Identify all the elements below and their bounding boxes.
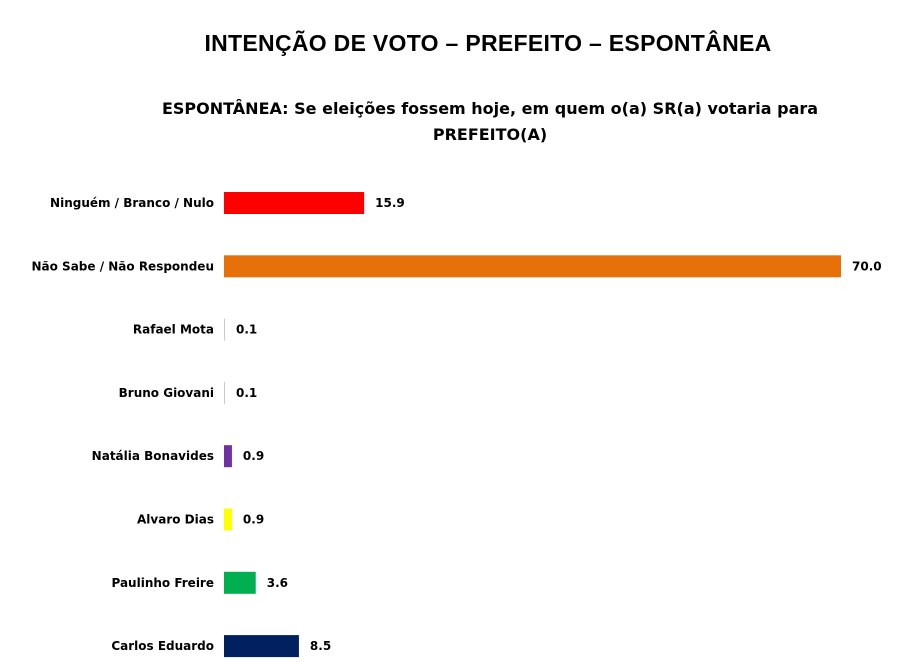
value-label: 0.1 (236, 386, 257, 400)
bar (224, 192, 365, 214)
value-label: 70.0 (852, 259, 882, 273)
value-label: 3.6 (267, 576, 288, 590)
bar (224, 318, 225, 341)
value-label: 15.9 (375, 196, 405, 210)
category-label: Natália Bonavides (92, 449, 214, 463)
category-label: Rafael Mota (133, 323, 214, 337)
bar (224, 571, 256, 594)
category-label: Carlos Eduardo (111, 639, 214, 653)
value-label: 8.5 (310, 639, 331, 653)
bar (224, 635, 299, 658)
category-label: Não Sabe / Não Respondeu (31, 259, 214, 273)
value-label: 0.9 (243, 513, 264, 527)
category-label: Paulinho Freire (111, 576, 214, 590)
bar (224, 255, 841, 278)
category-label: Alvaro Dias (137, 513, 214, 527)
value-label: 0.1 (236, 323, 257, 337)
chart-subtitle: ESPONTÂNEA: Se eleições fossem hoje, em … (161, 99, 819, 144)
bar (224, 381, 225, 404)
value-label: 0.9 (243, 449, 264, 463)
category-label: Bruno Giovani (119, 386, 214, 400)
bar (224, 445, 232, 468)
category-label: Ninguém / Branco / Nulo (50, 196, 214, 210)
chart-title: INTENÇÃO DE VOTO – PREFEITO – ESPONTÂNEA (204, 30, 772, 56)
bar (224, 508, 232, 531)
